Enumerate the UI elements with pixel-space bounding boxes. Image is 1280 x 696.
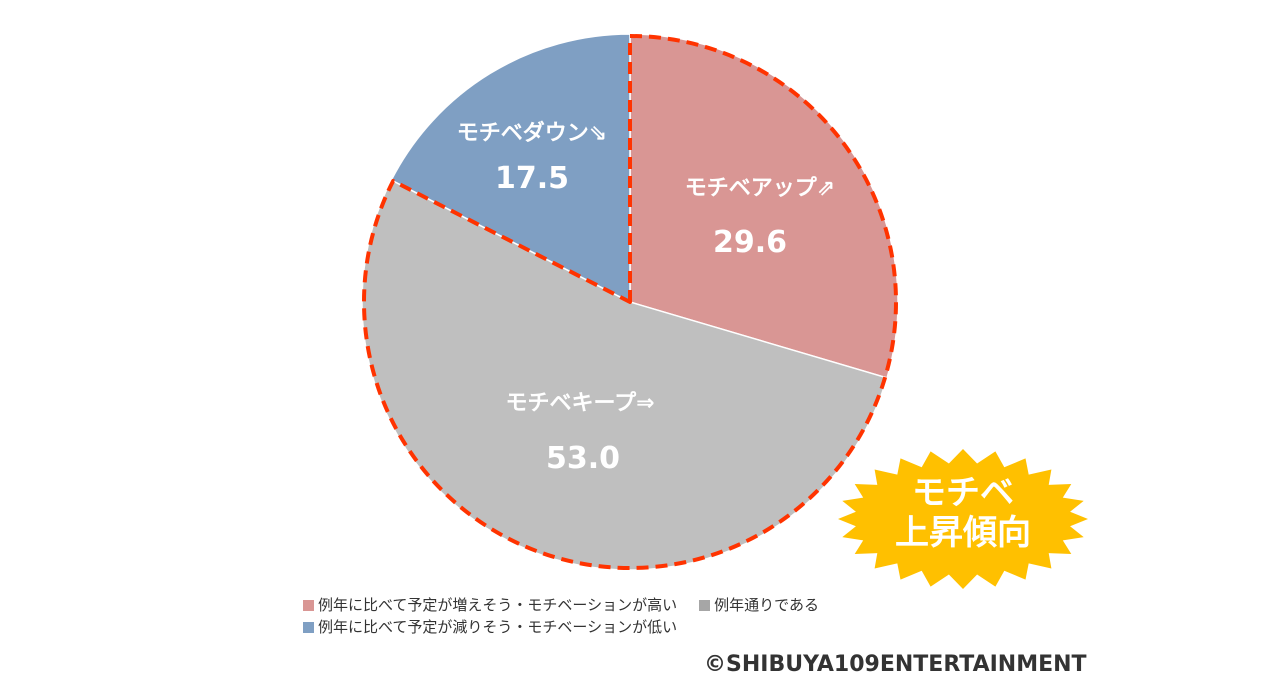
slice-value-down: 17.5	[495, 161, 569, 196]
legend-item-down: 例年に比べて予定が減りそう・モチベーションが低い	[303, 616, 677, 638]
legend-swatch-up	[303, 599, 314, 611]
legend-item-up: 例年に比べて予定が増えそう・モチベーションが高い	[303, 594, 677, 616]
slice-value-up: 29.6	[713, 225, 787, 260]
slice-label-down: モチベダウン⇘	[457, 120, 607, 146]
legend: 例年に比べて予定が増えそう・モチベーションが高い 例年通りである 例年に比べて予…	[303, 594, 841, 638]
pie-slice-down	[390, 33, 631, 304]
badge-line-2: 上昇傾向	[895, 513, 1031, 553]
legend-label-down: 例年に比べて予定が減りそう・モチベーションが低い	[318, 618, 678, 636]
copyright-text: ©SHIBUYA109ENTERTAINMENT	[704, 652, 1087, 677]
legend-row-2: 例年に比べて予定が減りそう・モチベーションが低い	[303, 616, 841, 638]
badge-line-1: モチベ	[912, 473, 1014, 513]
legend-swatch-down	[303, 621, 314, 633]
legend-label-up: 例年に比べて予定が増えそう・モチベーションが高い	[318, 596, 678, 614]
legend-label-keep: 例年通りである	[714, 596, 819, 614]
slice-label-keep: モチベキープ⇒	[505, 391, 654, 416]
legend-row-1: 例年に比べて予定が増えそう・モチベーションが高い 例年通りである	[303, 594, 841, 616]
highlight-outline	[362, 34, 898, 570]
trend-badge: モチベ 上昇傾向	[838, 449, 1088, 589]
legend-item-keep: 例年通りである	[699, 594, 819, 616]
starburst-shape	[838, 449, 1088, 589]
slice-label-up: モチベアップ⇗	[685, 176, 835, 201]
slice-value-keep: 53.0	[546, 441, 620, 476]
pie-slice-keep	[361, 179, 888, 571]
legend-swatch-keep	[699, 599, 711, 611]
